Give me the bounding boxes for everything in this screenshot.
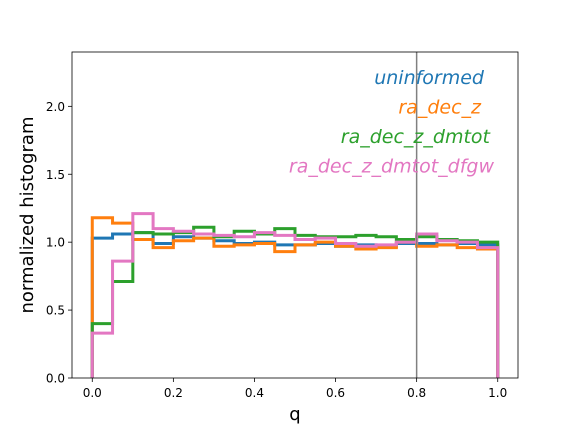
- y-tick-label: 1.0: [46, 236, 65, 250]
- y-tick-label: 2.0: [46, 100, 65, 114]
- x-ticks: 0.0 0.2 0.4 0.6 0.8 1.0: [83, 378, 507, 400]
- x-tick-label: 0.6: [326, 386, 345, 400]
- x-tick-label: 0.2: [164, 386, 183, 400]
- x-tick-label: 0.8: [407, 386, 426, 400]
- legend-entry-ra-dec-z: ra_dec_z: [398, 97, 482, 119]
- axes-frame: [71, 51, 519, 379]
- y-tick-label: 0.0: [46, 372, 65, 386]
- y-tick-label: 1.5: [46, 168, 65, 182]
- y-tick-label: 0.5: [46, 304, 65, 318]
- legend-entry-uninformed: uninformed: [374, 67, 485, 89]
- x-tick-label: 1.0: [488, 386, 507, 400]
- series-ra-dec-z-step: [90, 216, 500, 378]
- x-tick-label: 0.0: [83, 386, 102, 400]
- legend: uninformed ra_dec_z ra_dec_z_dmtot ra_dec_z…: [289, 67, 495, 178]
- legend-entry-ra-dec-z-dmtot: ra_dec_z_dmtot: [341, 126, 492, 148]
- legend-entry-ra-dec-z-dmtot-dfgw: ra_dec_z_dmtot_dfgw: [289, 156, 495, 178]
- x-tick-label: 0.4: [245, 386, 264, 400]
- y-axis-label: normalized histogram: [17, 117, 38, 314]
- y-ticks: 0.0 0.5 1.0 1.5 2.0: [46, 100, 72, 386]
- x-axis-label: q: [289, 404, 300, 425]
- series-ra-dec-z-dmtot-dfgw-step: [90, 212, 500, 378]
- series-layer: [90, 212, 500, 378]
